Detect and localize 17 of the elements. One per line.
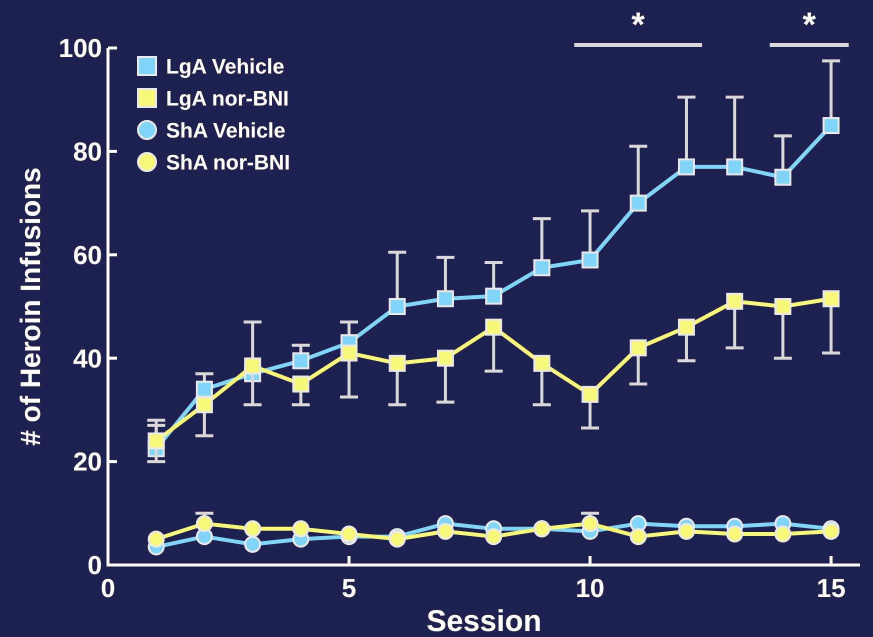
y-tick-label: 40 <box>73 343 102 374</box>
legend-label: LgA Vehicle <box>166 55 284 78</box>
x-tick-label: 5 <box>342 573 356 603</box>
x-tick-label: 10 <box>576 573 605 603</box>
y-tick-label: 100 <box>58 33 102 64</box>
legend-label: ShA Vehicle <box>166 119 286 142</box>
y-tick-label: 80 <box>73 136 102 166</box>
text: * <box>632 6 646 44</box>
x-tick-label: 15 <box>816 573 846 603</box>
text: * <box>802 6 817 44</box>
legend-label: LgA nor-BNI <box>166 87 289 110</box>
y-tick-label: 60 <box>73 240 102 270</box>
y-tick-label: 20 <box>73 446 102 477</box>
x-axis-title: Session <box>426 605 542 637</box>
y-tick-label: 0 <box>88 550 102 580</box>
y-axis-title: # of Heroin Infusions <box>15 167 46 446</box>
legend-label: ShA nor-BNI <box>166 151 290 174</box>
